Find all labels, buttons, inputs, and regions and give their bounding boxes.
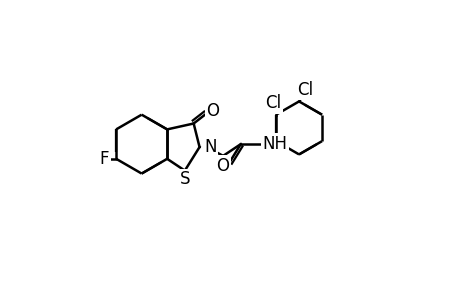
Text: O: O [216, 157, 229, 175]
Text: O: O [206, 102, 219, 120]
Text: Cl: Cl [296, 81, 312, 99]
Text: F: F [100, 150, 109, 168]
Text: N: N [203, 138, 216, 156]
Text: Cl: Cl [264, 94, 280, 112]
Text: S: S [179, 170, 190, 188]
Text: NH: NH [262, 135, 287, 153]
